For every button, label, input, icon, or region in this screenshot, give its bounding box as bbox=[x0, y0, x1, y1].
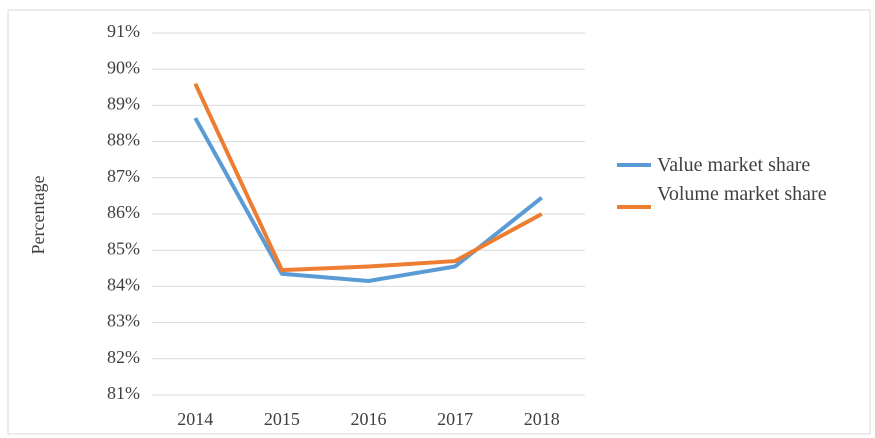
legend-label: Volume market share bbox=[657, 183, 827, 205]
y-tick-label: 85% bbox=[107, 238, 140, 258]
y-tick-label: 83% bbox=[107, 311, 140, 331]
y-tick-label: 90% bbox=[107, 57, 140, 77]
y-tick-label: 81% bbox=[107, 383, 140, 403]
y-tick-label: 88% bbox=[107, 130, 140, 150]
y-tick-label: 84% bbox=[107, 275, 140, 295]
y-axis-label: Percentage bbox=[28, 176, 48, 255]
y-tick-label: 91% bbox=[107, 21, 140, 41]
legend-label: Value market share bbox=[657, 154, 811, 176]
y-tick-label: 82% bbox=[107, 347, 140, 367]
x-tick-label: 2014 bbox=[177, 409, 213, 429]
y-tick-label: 86% bbox=[107, 202, 140, 222]
x-tick-label: 2017 bbox=[437, 409, 473, 429]
line-series bbox=[193, 82, 543, 273]
x-tick-label: 2016 bbox=[351, 409, 387, 429]
y-tick-label: 87% bbox=[107, 166, 140, 186]
x-tick-label: 2015 bbox=[264, 409, 300, 429]
y-tick-label: 89% bbox=[107, 94, 140, 114]
chart-border bbox=[7, 9, 871, 435]
x-tick-label: 2018 bbox=[524, 409, 560, 429]
